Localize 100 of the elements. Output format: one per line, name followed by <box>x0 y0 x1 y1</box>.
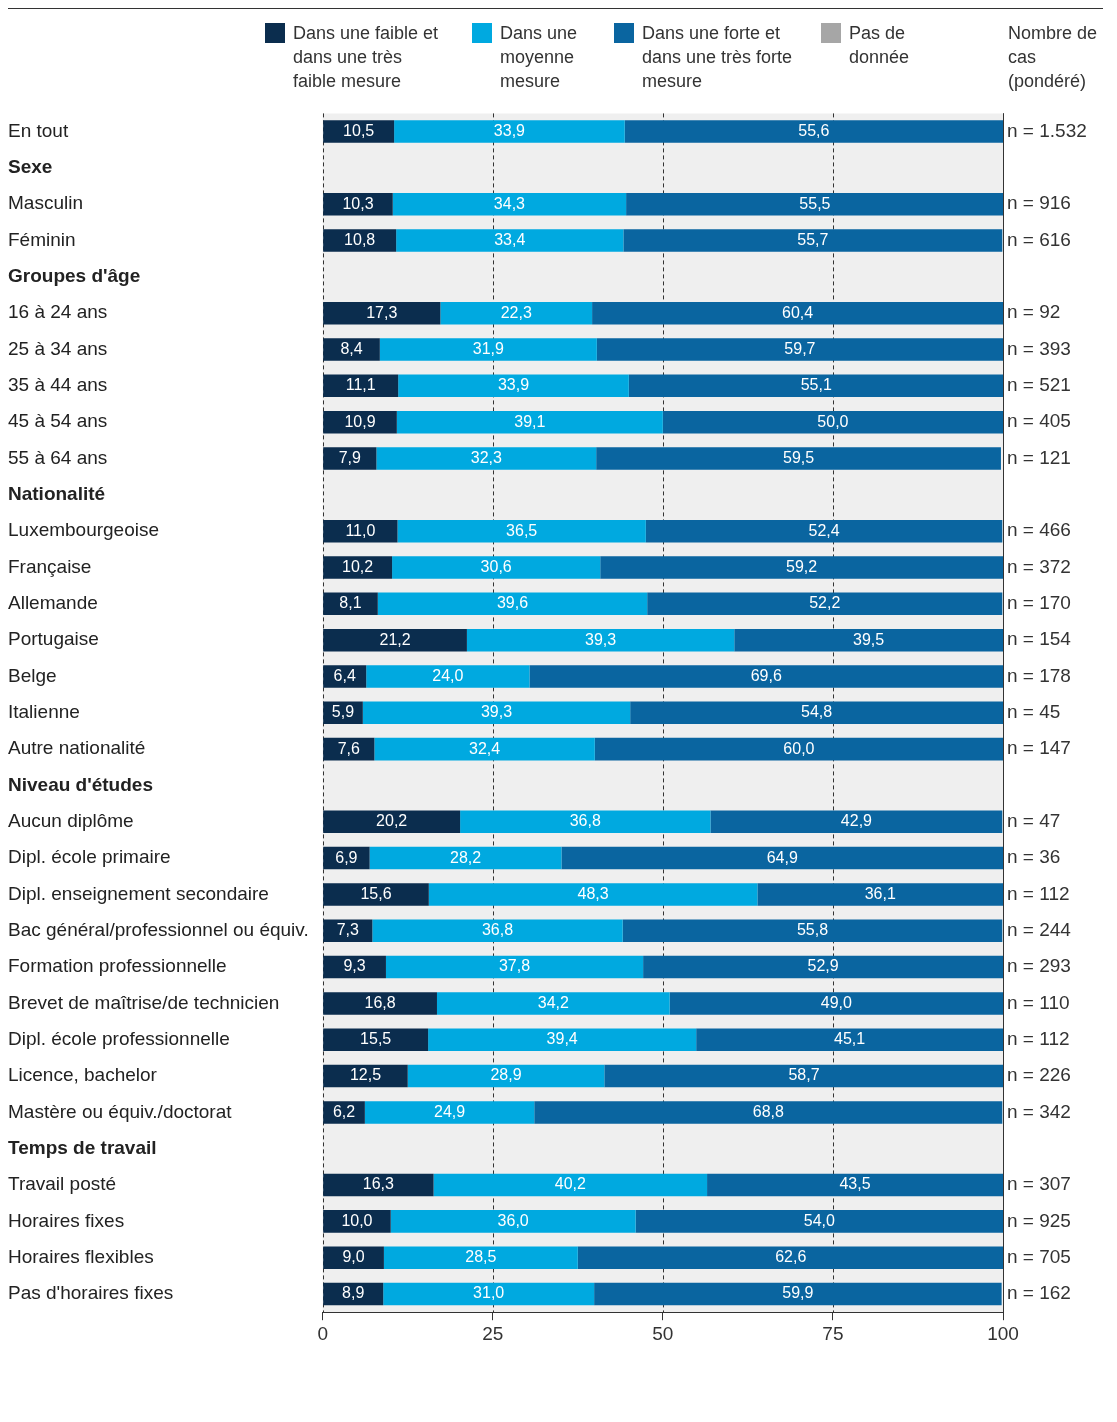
data-label: 7,9 <box>338 448 362 466</box>
data-label: 55,7 <box>797 230 829 248</box>
bar <box>323 1173 434 1197</box>
text: n = 147 <box>1007 737 1071 759</box>
x-tick-label: 25 <box>482 1322 504 1344</box>
text: n = 162 <box>1007 1282 1071 1304</box>
bar <box>323 1246 384 1269</box>
y-tick-label: Sexe <box>8 156 53 178</box>
bar <box>323 301 441 325</box>
bar <box>643 955 1003 979</box>
text: n = 307 <box>1007 1173 1071 1195</box>
data-label: 59,5 <box>782 448 815 466</box>
bar <box>362 701 631 725</box>
data-label: 50,0 <box>817 412 849 430</box>
legend-label: Dans une forte et dans une très forte mesure <box>642 22 794 93</box>
data-label: 10,0 <box>341 1211 373 1229</box>
x-tick-label: 50 <box>652 1322 674 1344</box>
bar <box>635 1210 1003 1233</box>
data-label: 40,2 <box>554 1175 586 1193</box>
data-label: 31,9 <box>472 339 505 357</box>
bar <box>561 846 1003 870</box>
y-tick-label: 16 à 24 ans <box>8 301 108 323</box>
bar <box>377 592 648 616</box>
y-tick-label: Française <box>8 555 92 577</box>
text: n = 521 <box>1007 374 1071 396</box>
bar <box>323 1210 391 1233</box>
y-tick-label: Groupes d'âge <box>8 265 141 287</box>
data-label: 16,3 <box>362 1175 395 1193</box>
y-tick-label: Pas d'horaires fixes <box>8 1282 174 1304</box>
data-label: 10,3 <box>342 194 374 212</box>
data-label: 55,6 <box>798 121 830 139</box>
data-label: 20,2 <box>376 812 408 830</box>
bar <box>624 120 1003 143</box>
bar <box>396 410 663 434</box>
y-tick-label: Horaires flexibles <box>8 1245 154 1267</box>
data-label: 39,3 <box>480 703 513 721</box>
text: n = 154 <box>1007 628 1072 650</box>
data-label: 34,2 <box>537 993 569 1011</box>
bar <box>534 1101 1003 1124</box>
data-label: 52,2 <box>809 594 841 612</box>
data-label: 64,9 <box>766 848 798 866</box>
text: n = 121 <box>1007 446 1071 468</box>
data-label: 6,4 <box>333 666 356 684</box>
legend-label: Dans une moyenne mesure <box>500 22 579 93</box>
data-label: 21,2 <box>379 630 411 648</box>
data-label: 8,9 <box>342 1284 365 1302</box>
bar <box>379 338 597 361</box>
y-tick-label: Travail posté <box>8 1173 117 1195</box>
bar <box>436 992 670 1015</box>
data-label: 39,4 <box>546 1030 578 1048</box>
data-label: 15,5 <box>360 1030 392 1048</box>
bar <box>374 737 595 761</box>
bar <box>323 338 380 361</box>
bar <box>390 1210 636 1233</box>
data-label: 52,4 <box>808 521 840 539</box>
data-label: 36,8 <box>481 921 514 939</box>
y-tick-label: Mastère ou équiv./doctorat <box>8 1100 233 1122</box>
bar <box>594 737 1003 761</box>
y-tick-label: Dipl. école primaire <box>8 846 171 868</box>
data-label: 11,0 <box>345 521 376 539</box>
data-label: 60,0 <box>783 739 815 757</box>
y-tick-label: Nationalité <box>8 483 106 505</box>
data-label: 42,9 <box>840 812 873 830</box>
bar <box>600 556 1003 579</box>
y-tick-label: Bac général/professionnel ou équiv. <box>8 919 309 940</box>
text: n = 226 <box>1007 1064 1071 1086</box>
data-label: 49,0 <box>820 993 852 1011</box>
bar <box>669 992 1003 1015</box>
bar <box>466 628 735 652</box>
text: n = 110 <box>1007 991 1070 1013</box>
bar <box>577 1246 1003 1269</box>
data-label: 68,8 <box>752 1102 784 1120</box>
bar <box>529 665 1003 688</box>
data-label: 39,5 <box>853 630 885 648</box>
text: n = 293 <box>1007 955 1071 977</box>
data-label: 54,0 <box>803 1211 835 1229</box>
y-tick-label: 35 à 44 ans <box>8 374 108 396</box>
data-label: 36,1 <box>864 884 896 902</box>
bar <box>383 1246 578 1269</box>
y-tick-label: Temps de travail <box>8 1136 157 1158</box>
data-label: 60,4 <box>781 303 814 321</box>
data-label: 12,5 <box>349 1066 382 1084</box>
bar <box>645 519 1003 543</box>
data-label: 37,8 <box>498 957 531 975</box>
data-label: 39,1 <box>514 412 546 430</box>
data-label: 24,0 <box>432 666 464 684</box>
y-tick-label: Formation professionnelle <box>8 955 227 977</box>
bar <box>626 192 1003 216</box>
bar <box>385 955 644 979</box>
data-label: 16,8 <box>364 993 396 1011</box>
bar <box>630 701 1003 725</box>
data-label: 62,6 <box>775 1248 807 1266</box>
x-tick-label: 100 <box>987 1322 1019 1344</box>
legend-label: Pas de donnée <box>849 22 911 69</box>
text: n = 925 <box>1007 1209 1071 1231</box>
data-label: 59,9 <box>782 1284 814 1302</box>
text: n = 244 <box>1007 919 1072 940</box>
bar <box>428 1028 697 1052</box>
data-label: 32,3 <box>470 448 502 466</box>
bar <box>460 810 711 834</box>
